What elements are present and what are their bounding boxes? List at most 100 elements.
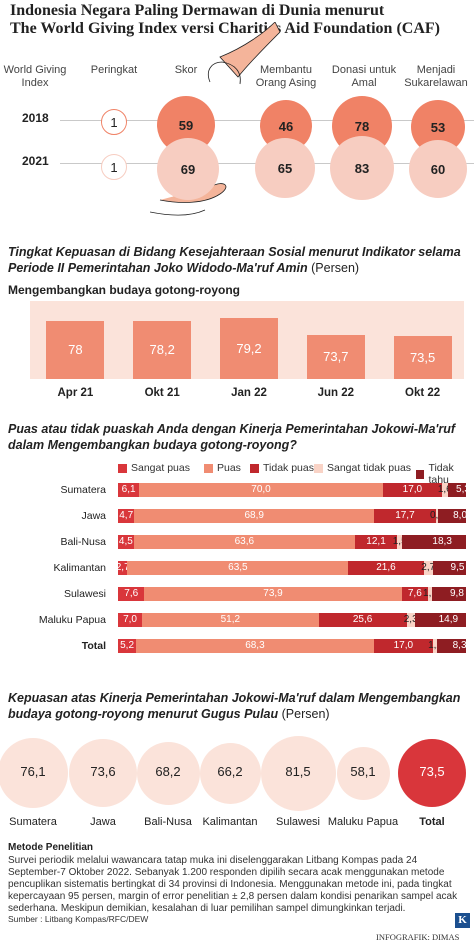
legend-label: Sangat tidak puas bbox=[327, 462, 412, 474]
stack-segment bbox=[428, 587, 432, 601]
stack-segment bbox=[318, 613, 407, 627]
stack-row-label: Total bbox=[81, 640, 106, 652]
year-label-2018: 2018 bbox=[22, 111, 49, 125]
circle-category-label: Bali-Nusa bbox=[144, 816, 192, 828]
stack-value-label: 6,1 bbox=[121, 484, 136, 495]
col-header-help-stranger: Membantu Orang Asing bbox=[255, 64, 317, 89]
stack-value-label: 21,6 bbox=[376, 562, 396, 573]
stack-row-label: Sumatera bbox=[60, 484, 106, 496]
stack-row: 5,2 68,3 17,0 1,2 8,3 bbox=[118, 639, 467, 653]
title-line-1: Indonesia Negara Paling Dermawan di Duni… bbox=[10, 2, 385, 19]
stack-row: 6,1 70,0 17,0 1,6 5,3 bbox=[118, 483, 470, 497]
method-text: Survei periodik melalui wawancara tatap … bbox=[8, 855, 458, 914]
col-header-score: Skor bbox=[174, 64, 198, 76]
stack-value-label: 0,7 bbox=[429, 510, 444, 521]
stack-segment bbox=[432, 639, 438, 653]
stack-row-label: Kalimantan bbox=[53, 562, 106, 574]
section2-title: Tingkat Kepuasan di Bidang Kesejahteraan… bbox=[8, 245, 461, 275]
stack-segment bbox=[133, 535, 355, 549]
stack-value-label: 7,6 bbox=[407, 588, 422, 599]
circle-category-label: Total bbox=[419, 816, 445, 828]
section2-bar-chart: 78 Apr 21 78,2 Okt 21 79,2 Jan 22 73,7 Jun 22 73… bbox=[30, 301, 464, 411]
stack-segment bbox=[406, 613, 415, 627]
legend-swatch bbox=[314, 463, 323, 473]
stack-value-label: 51,2 bbox=[220, 614, 241, 625]
bar-value-label: 78 bbox=[68, 342, 83, 357]
col-header-index: World Giving Index bbox=[3, 64, 67, 89]
section4-title: Kepuasan atas Kinerja Pemerintahan Jokow… bbox=[8, 691, 461, 721]
stack-value-label: 2,3 bbox=[403, 614, 418, 625]
stack-value-label: 63,5 bbox=[228, 562, 248, 573]
island-circle bbox=[136, 741, 200, 805]
stack-segment bbox=[118, 639, 137, 653]
stack-segment bbox=[374, 509, 436, 523]
stack-value-label: 17,0 bbox=[402, 484, 423, 495]
help-stranger-2021: 65 bbox=[255, 138, 315, 198]
stack-segment bbox=[401, 587, 429, 601]
score-2021: 69 bbox=[157, 138, 219, 200]
bar-okt-22 bbox=[393, 336, 452, 379]
bar-value-label: 73,5 bbox=[409, 349, 436, 365]
stack-value-label: 5,3 bbox=[456, 484, 470, 495]
volunteer-2021: 60 bbox=[409, 140, 467, 198]
stack-segment bbox=[354, 535, 398, 549]
stack-value-label: 7,6 bbox=[124, 588, 139, 599]
legend-label: Puas bbox=[217, 462, 241, 474]
stack-value-label: 8,0 bbox=[453, 510, 468, 521]
circle-value-label: 81,5 bbox=[285, 764, 311, 779]
legend-item: Puas bbox=[204, 462, 241, 474]
stack-row: 7,6 73,9 7,6 1,1 9,8 bbox=[118, 587, 466, 601]
bar-category-label: Okt 22 bbox=[405, 387, 441, 399]
stack-value-label: 25,6 bbox=[352, 614, 373, 625]
donate-2021: 83 bbox=[330, 136, 394, 200]
circle-value-label: 73,6 bbox=[90, 764, 116, 779]
stack-segment bbox=[435, 509, 439, 523]
island-circle bbox=[336, 746, 390, 800]
stack-value-label: 17,0 bbox=[393, 640, 414, 651]
section4-circle-chart: 76,1 Sumatera 73,6 Jawa 68,2 Bali-Nusa 66,2 Kal… bbox=[0, 735, 474, 835]
stack-row: 2,7 63,5 21,6 2,7 9,5 bbox=[116, 561, 466, 575]
stack-segment bbox=[441, 483, 448, 497]
stack-value-label: 17,7 bbox=[395, 510, 415, 521]
col-header-donate: Donasi untuk Amal bbox=[331, 64, 397, 89]
section3-stacked-chart: Sumatera 6,1 70,0 17,0 1,6 5,3 Jawa 4,7 68,9 17,7… bbox=[0, 483, 474, 664]
stack-row: 4,7 68,9 17,7 0,7 8,0 bbox=[118, 509, 467, 523]
stack-row-label: Maluku Papua bbox=[38, 614, 106, 626]
bar-jun-22 bbox=[306, 335, 365, 379]
year-label-2021: 2021 bbox=[22, 154, 49, 168]
circle-value-label: 66,2 bbox=[217, 764, 243, 779]
stack-value-label: 2,7 bbox=[421, 562, 436, 573]
stack-segment bbox=[118, 509, 135, 523]
stack-value-label: 4,7 bbox=[119, 510, 134, 521]
circle-category-label: Sulawesi bbox=[275, 816, 321, 828]
stack-segment bbox=[447, 483, 466, 497]
island-circle bbox=[0, 738, 68, 808]
stack-segment bbox=[118, 483, 140, 497]
stack-value-label: 8,3 bbox=[452, 640, 467, 651]
stack-value-label: 1,6 bbox=[437, 484, 452, 495]
stack-value-label: 5,2 bbox=[120, 640, 135, 651]
stack-segment bbox=[142, 613, 319, 627]
island-circle bbox=[199, 742, 261, 804]
stack-segment bbox=[373, 639, 433, 653]
stack-value-label: 9,5 bbox=[450, 562, 465, 573]
stack-segment bbox=[414, 613, 466, 627]
island-circle bbox=[260, 735, 336, 811]
stack-segment bbox=[118, 587, 145, 601]
col-header-rank: Peringkat bbox=[90, 64, 138, 76]
legend-swatch bbox=[250, 463, 259, 473]
title-line-2: The World Giving Index versi Charities A… bbox=[10, 20, 440, 37]
stack-value-label: 12,1 bbox=[366, 536, 386, 547]
circle-category-label: Jawa bbox=[90, 816, 116, 828]
stack-value-label: 18,3 bbox=[432, 536, 452, 547]
stack-value-label: 73,9 bbox=[263, 588, 283, 599]
legend-item: Sangat tidak puas bbox=[314, 462, 411, 474]
stack-segment bbox=[118, 535, 134, 549]
circle-category-label: Maluku Papua bbox=[327, 816, 399, 828]
stack-value-label: 4,5 bbox=[118, 536, 133, 547]
stack-value-label: 68,3 bbox=[245, 640, 265, 651]
circle-value-label: 76,1 bbox=[20, 764, 46, 779]
rank-2018: 1 bbox=[101, 109, 127, 135]
stack-segment bbox=[134, 509, 375, 523]
